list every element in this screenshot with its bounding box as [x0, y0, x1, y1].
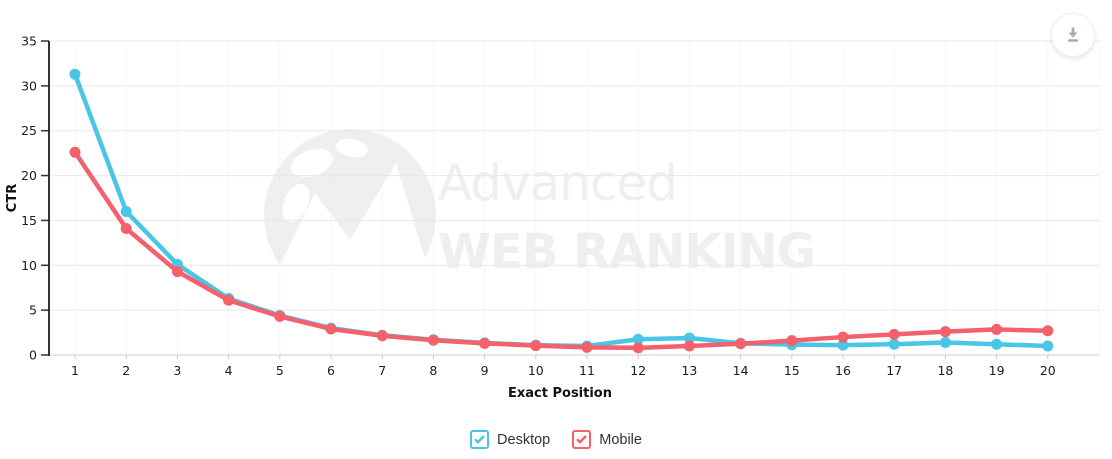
data-point-mobile[interactable]: [735, 338, 747, 350]
svg-text:15: 15: [21, 213, 37, 228]
data-point-mobile[interactable]: [786, 335, 798, 347]
data-point-mobile[interactable]: [1042, 325, 1054, 337]
data-point-desktop[interactable]: [888, 338, 900, 350]
legend: Desktop Mobile: [0, 430, 1112, 449]
svg-text:25: 25: [21, 123, 37, 138]
data-point-mobile[interactable]: [325, 323, 337, 335]
data-point-mobile[interactable]: [837, 331, 849, 343]
x-axis-title: Exact Position: [508, 386, 612, 401]
svg-text:7: 7: [378, 363, 386, 378]
data-point-mobile[interactable]: [427, 334, 439, 346]
watermark-line1: Advanced: [438, 154, 677, 212]
checkbox-checked-icon: [572, 430, 592, 449]
legend-item-desktop[interactable]: Desktop: [470, 430, 550, 449]
legend-label-desktop: Desktop: [497, 431, 551, 448]
data-point-desktop[interactable]: [991, 338, 1003, 350]
data-point-desktop[interactable]: [837, 339, 849, 351]
watermark: Advanced WEB RANKING: [262, 129, 816, 302]
data-point-mobile[interactable]: [376, 330, 388, 342]
svg-text:14: 14: [733, 363, 749, 378]
data-point-mobile[interactable]: [530, 340, 542, 352]
data-point-mobile[interactable]: [274, 310, 286, 322]
gridlines: [49, 40, 1100, 359]
y-axis-title: CTR: [5, 184, 20, 212]
legend-item-mobile[interactable]: Mobile: [572, 430, 642, 449]
svg-text:35: 35: [21, 34, 37, 49]
svg-text:1: 1: [71, 363, 79, 378]
svg-text:2: 2: [122, 363, 130, 378]
data-point-mobile[interactable]: [939, 326, 951, 338]
svg-text:9: 9: [481, 363, 489, 378]
svg-text:13: 13: [681, 363, 697, 378]
svg-text:8: 8: [429, 363, 437, 378]
legend-label-mobile: Mobile: [599, 431, 642, 448]
svg-text:16: 16: [835, 363, 851, 378]
download-icon: [1068, 27, 1078, 42]
svg-text:12: 12: [630, 363, 646, 378]
svg-text:15: 15: [784, 363, 800, 378]
data-point-mobile[interactable]: [171, 266, 183, 278]
data-point-mobile[interactable]: [632, 342, 644, 354]
data-point-mobile[interactable]: [223, 294, 235, 306]
svg-text:17: 17: [886, 363, 902, 378]
svg-text:3: 3: [173, 363, 181, 378]
data-point-mobile[interactable]: [69, 146, 81, 158]
download-button[interactable]: [1051, 13, 1095, 57]
checkbox-checked-icon: [470, 430, 490, 449]
series-line-mobile: [72, 149, 1051, 351]
svg-text:20: 20: [1040, 363, 1056, 378]
svg-text:20: 20: [21, 168, 37, 183]
data-point-desktop[interactable]: [120, 205, 132, 217]
svg-text:4: 4: [225, 363, 233, 378]
data-point-desktop[interactable]: [69, 68, 81, 80]
svg-text:11: 11: [579, 363, 595, 378]
svg-text:18: 18: [937, 363, 953, 378]
data-point-mobile[interactable]: [888, 328, 900, 340]
svg-text:10: 10: [528, 363, 544, 378]
svg-text:19: 19: [989, 363, 1005, 378]
mountain-cutout: [262, 163, 438, 302]
data-point-mobile[interactable]: [581, 341, 593, 353]
data-point-desktop[interactable]: [632, 333, 644, 345]
data-point-mobile[interactable]: [479, 337, 491, 349]
svg-text:0: 0: [29, 348, 37, 363]
data-point-mobile[interactable]: [991, 323, 1003, 335]
watermark-line2: WEB RANKING: [438, 224, 815, 280]
data-point-mobile[interactable]: [683, 340, 695, 352]
data-series: [69, 68, 1054, 354]
svg-text:5: 5: [29, 303, 37, 318]
svg-text:30: 30: [21, 78, 37, 93]
data-point-desktop[interactable]: [1042, 340, 1054, 352]
data-point-desktop[interactable]: [683, 332, 695, 344]
svg-text:6: 6: [327, 363, 335, 378]
svg-text:10: 10: [21, 258, 37, 273]
svg-text:5: 5: [276, 363, 284, 378]
data-point-mobile[interactable]: [120, 223, 132, 235]
data-point-desktop[interactable]: [939, 336, 951, 348]
